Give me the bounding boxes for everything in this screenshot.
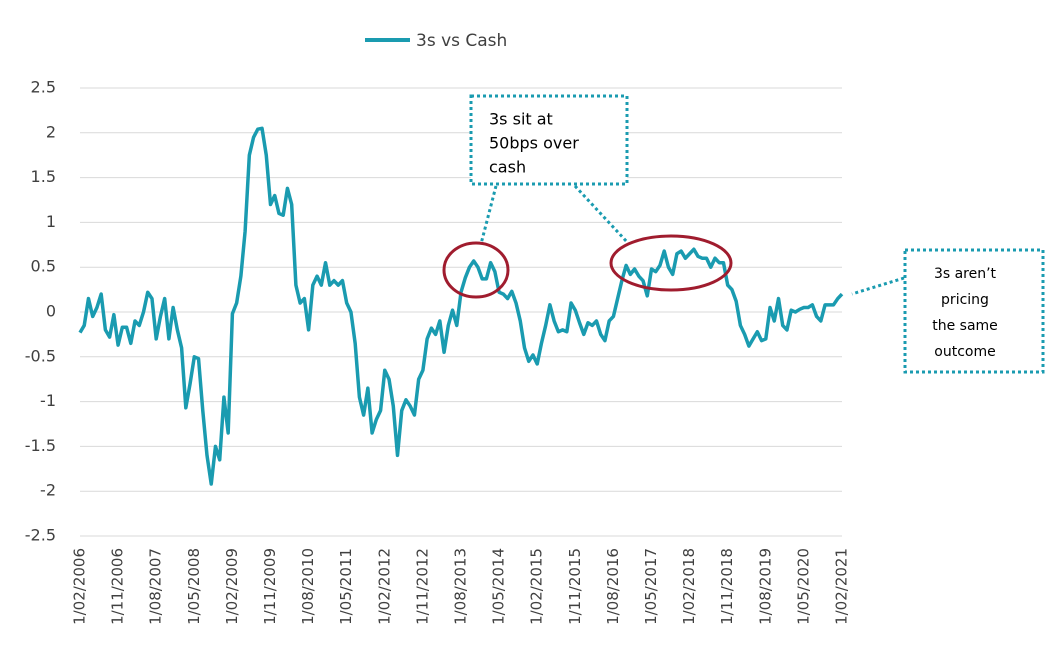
callouts — [469, 94, 1045, 374]
callout-leader — [851, 276, 905, 296]
annotation-text: 50bps over — [489, 134, 579, 153]
x-tick-label: 1/02/2018 — [680, 548, 698, 625]
x-tick-label: 1/08/2019 — [756, 548, 774, 625]
highlights — [442, 234, 733, 299]
x-tick-label: 1/05/2020 — [794, 548, 812, 625]
annotation-text: cash — [489, 158, 526, 177]
grid — [78, 87, 844, 537]
x-tick-label: 1/11/2018 — [718, 548, 736, 625]
y-tick-label: 2.5 — [31, 78, 56, 97]
y-tick-label: -1.5 — [25, 436, 56, 455]
annotation-text: 3s aren’t — [934, 266, 997, 282]
y-tick-label: -2.5 — [25, 526, 56, 545]
x-tick-label: 1/08/2007 — [147, 548, 165, 625]
highlight-ellipse — [442, 241, 510, 299]
x-tick-label: 1/02/2021 — [833, 548, 851, 625]
x-tick-label: 1/02/2009 — [223, 548, 241, 625]
y-tick-label: 1.5 — [31, 167, 56, 186]
x-tick-label: 1/05/2008 — [185, 548, 203, 625]
callout-leader — [573, 184, 630, 245]
y-tick-label: -0.5 — [25, 346, 56, 365]
x-tick-label: 1/11/2009 — [261, 548, 279, 625]
legend-label: 3s vs Cash — [416, 31, 507, 51]
x-tick-label: 1/05/2014 — [490, 548, 508, 625]
x-tick-label: 1/11/2006 — [109, 548, 127, 625]
x-tick-label: 1/02/2015 — [528, 548, 546, 625]
callout-leader — [479, 185, 498, 245]
annotation-text: pricing — [941, 292, 989, 308]
x-tick-label: 1/08/2016 — [604, 548, 622, 625]
y-tick-label: 2 — [46, 122, 56, 141]
annotation-text: 3s sit at — [489, 110, 553, 129]
x-tick-label: 1/08/2010 — [299, 548, 317, 625]
callout-box — [469, 94, 629, 186]
x-tick-label: 1/11/2012 — [413, 548, 431, 625]
highlight-ellipse — [609, 234, 733, 292]
x-tick-label: 1/08/2013 — [452, 548, 470, 625]
x-tick-label: 1/11/2015 — [566, 548, 584, 625]
x-tick-label: 1/02/2006 — [71, 548, 89, 625]
annotation-text: the same — [932, 318, 998, 334]
line-series — [78, 126, 844, 486]
x-tick-label: 1/05/2011 — [337, 548, 355, 625]
x-tick-label: 1/05/2017 — [642, 548, 660, 625]
y-tick-label: 1 — [46, 212, 56, 231]
callout-box — [903, 248, 1045, 374]
x-tick-label: 1/02/2012 — [375, 548, 393, 625]
y-tick-label: -2 — [40, 481, 56, 500]
annotation-text: outcome — [934, 344, 995, 360]
y-tick-label: -1 — [40, 391, 56, 410]
y-tick-label: 0.5 — [31, 257, 56, 276]
y-tick-label: 0 — [46, 302, 56, 321]
